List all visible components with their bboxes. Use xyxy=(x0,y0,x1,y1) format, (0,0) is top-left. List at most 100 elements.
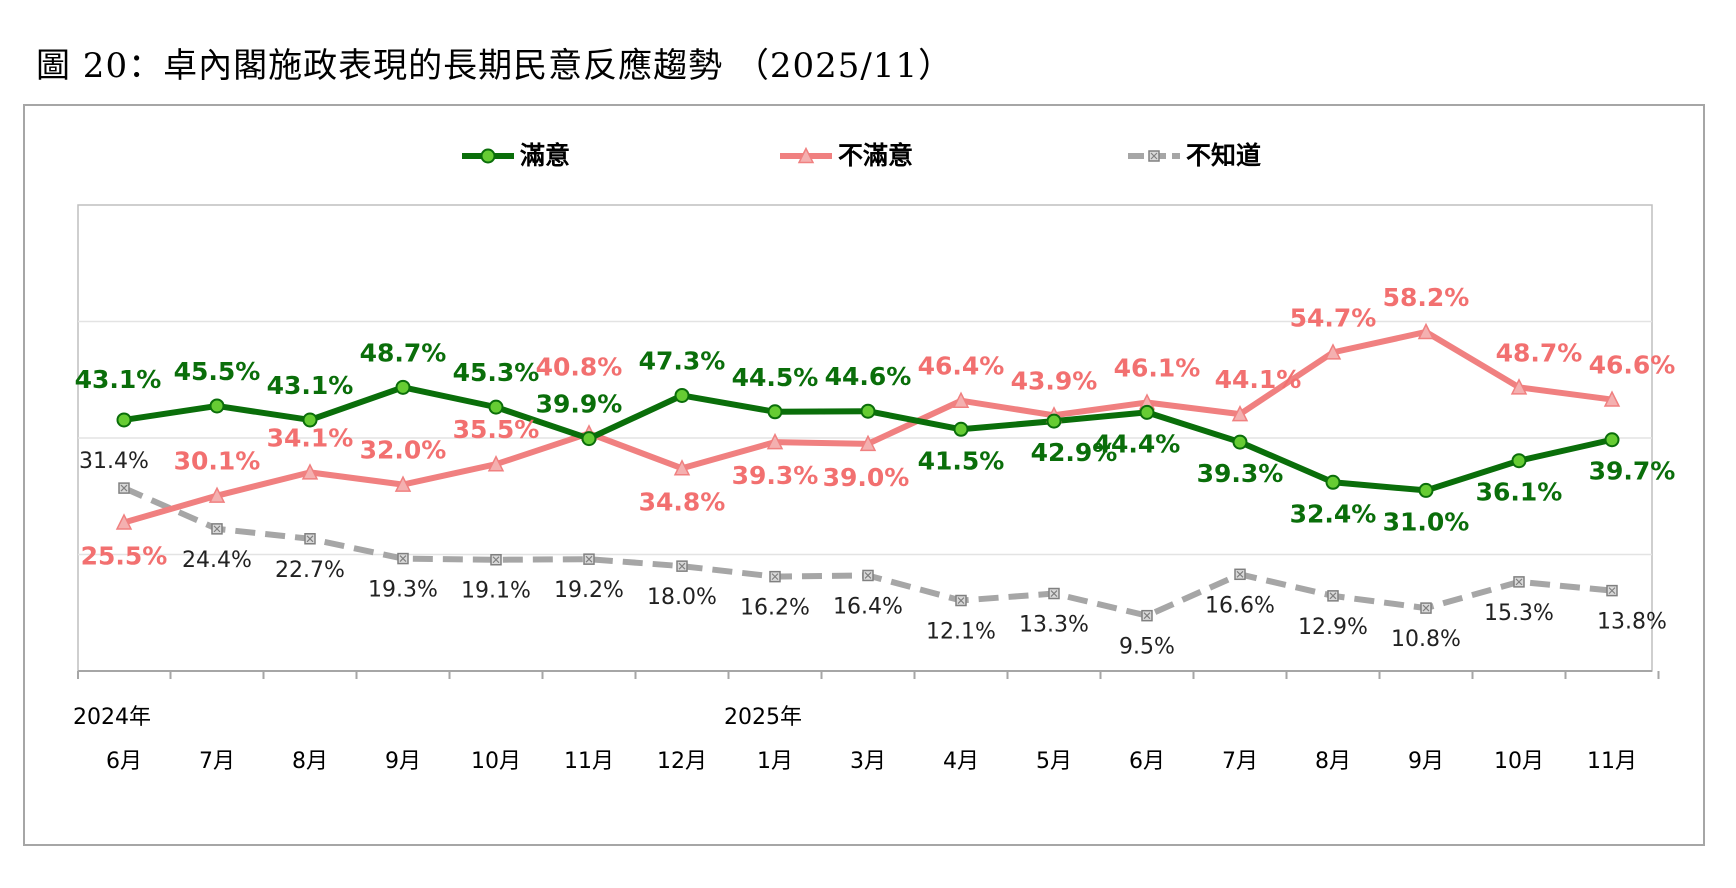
label-dissatisfied-6: 34.8% xyxy=(639,487,726,516)
label-dissatisfied-15: 48.7% xyxy=(1496,338,1583,367)
data-point-0-8 xyxy=(860,403,876,419)
label-satisfied-15: 36.1% xyxy=(1476,478,1563,507)
data-point-2-16-x xyxy=(1608,587,1616,595)
data-point-0-13 xyxy=(1325,474,1341,490)
label-satisfied-5: 39.9% xyxy=(536,390,623,419)
data-point-1-14 xyxy=(1417,322,1435,340)
label-unknown-15: 15.3% xyxy=(1484,601,1554,626)
data-point-2-5-x xyxy=(585,555,593,563)
data-point-0-12 xyxy=(1232,434,1248,450)
x-tick-label-13: 8月 xyxy=(1315,749,1351,774)
label-unknown-0: 31.4% xyxy=(79,449,149,474)
label-satisfied-3: 48.7% xyxy=(360,338,447,367)
label-unknown-5: 19.2% xyxy=(554,578,624,603)
x-tick-label-7: 1月 xyxy=(757,749,793,774)
label-dissatisfied-0: 25.5% xyxy=(81,541,168,570)
x-tick-label-15: 10月 xyxy=(1494,749,1544,774)
data-point-2-1-x xyxy=(213,525,221,533)
label-dissatisfied-4: 35.5% xyxy=(453,415,540,444)
data-point-0-7 xyxy=(767,404,783,420)
label-unknown-11: 9.5% xyxy=(1119,635,1175,660)
label-satisfied-16: 39.7% xyxy=(1589,457,1676,486)
data-point-2-7-x xyxy=(771,573,779,581)
label-satisfied-14: 31.0% xyxy=(1383,507,1470,536)
data-point-1-13 xyxy=(1324,343,1342,360)
x-tick-label-10: 5月 xyxy=(1036,749,1072,774)
label-dissatisfied-10: 43.9% xyxy=(1011,366,1098,395)
x-tick-label-4: 10月 xyxy=(471,749,521,774)
figure-title: 圖 20：卓內閣施政表現的長期民意反應趨勢 （2025/11） xyxy=(36,46,954,86)
data-point-0-6 xyxy=(674,387,690,403)
data-point-2-11-x xyxy=(1143,612,1151,620)
year-label: 2024年 xyxy=(73,705,151,730)
label-satisfied-10: 42.9% xyxy=(1031,438,1118,467)
data-point-0-5 xyxy=(581,431,597,447)
label-satisfied-0: 43.1% xyxy=(75,365,162,394)
x-tick-label-8: 3月 xyxy=(850,749,886,774)
label-dissatisfied-12: 44.1% xyxy=(1215,365,1302,394)
x-tick-label-6: 12月 xyxy=(657,749,707,774)
label-satisfied-13: 32.4% xyxy=(1290,499,1377,528)
x-tick-label-0: 6月 xyxy=(106,749,142,774)
legend-label-2: 不知道 xyxy=(1186,141,1261,170)
label-unknown-7: 16.2% xyxy=(740,596,810,621)
data-point-1-3 xyxy=(394,475,412,492)
label-dissatisfied-2: 34.1% xyxy=(267,423,354,452)
data-point-0-10 xyxy=(1046,413,1062,429)
data-point-1-9 xyxy=(952,391,970,408)
legend-label-1: 不滿意 xyxy=(838,141,913,170)
label-unknown-8: 16.4% xyxy=(833,594,903,619)
data-point-2-12-x xyxy=(1236,570,1244,578)
data-point-2-10-x xyxy=(1050,590,1058,597)
data-point-1-6 xyxy=(673,459,691,476)
data-point-1-15 xyxy=(1510,378,1528,395)
label-satisfied-11: 44.4% xyxy=(1094,429,1181,458)
data-point-2-15-x xyxy=(1515,578,1523,586)
data-point-0-15 xyxy=(1511,453,1527,469)
label-satisfied-1: 45.5% xyxy=(174,357,261,386)
label-unknown-3: 19.3% xyxy=(368,578,438,603)
data-point-1-1 xyxy=(208,486,226,503)
label-unknown-14: 10.8% xyxy=(1391,627,1461,652)
data-point-2-6-x xyxy=(678,562,686,570)
year-label: 2025年 xyxy=(724,705,802,730)
label-unknown-4: 19.1% xyxy=(461,579,531,604)
label-unknown-12: 16.6% xyxy=(1205,593,1275,618)
label-dissatisfied-13: 54.7% xyxy=(1290,303,1377,332)
data-point-0-0 xyxy=(116,412,132,428)
data-point-0-11 xyxy=(1139,404,1155,420)
data-point-0-16 xyxy=(1604,432,1620,448)
label-satisfied-9: 41.5% xyxy=(918,446,1005,475)
data-point-0-4 xyxy=(488,399,504,415)
label-satisfied-12: 39.3% xyxy=(1197,459,1284,488)
label-dissatisfied-1: 30.1% xyxy=(174,447,261,476)
data-point-1-4 xyxy=(487,455,505,472)
data-point-2-4-x xyxy=(492,556,500,564)
x-tick-label-3: 9月 xyxy=(385,749,421,774)
data-point-0-2 xyxy=(302,412,318,428)
x-tick-label-14: 9月 xyxy=(1408,749,1444,774)
label-unknown-6: 18.0% xyxy=(647,585,717,610)
data-point-2-0-x xyxy=(120,484,128,492)
data-point-1-0 xyxy=(115,513,133,530)
data-point-1-16 xyxy=(1603,390,1621,407)
data-point-2-9-x xyxy=(957,597,965,604)
label-dissatisfied-16: 46.6% xyxy=(1589,351,1676,380)
label-satisfied-7: 44.5% xyxy=(732,363,819,392)
data-point-2-8-x xyxy=(864,572,872,579)
label-dissatisfied-11: 46.1% xyxy=(1114,353,1201,382)
data-point-2-14-x xyxy=(1422,604,1430,612)
x-tick-label-5: 11月 xyxy=(564,749,614,774)
data-point-1-8 xyxy=(859,434,877,452)
data-point-2-3-x xyxy=(399,555,407,563)
label-satisfied-8: 44.6% xyxy=(825,362,912,391)
label-dissatisfied-8: 39.0% xyxy=(823,463,910,492)
x-tick-label-9: 4月 xyxy=(943,749,979,774)
label-dissatisfied-7: 39.3% xyxy=(732,461,819,490)
data-point-1-12 xyxy=(1231,404,1249,422)
data-point-2-13-x xyxy=(1329,592,1337,600)
label-dissatisfied-5: 40.8% xyxy=(536,352,623,381)
x-tick-label-2: 8月 xyxy=(292,749,328,774)
x-tick-label-16: 11月 xyxy=(1587,749,1637,774)
